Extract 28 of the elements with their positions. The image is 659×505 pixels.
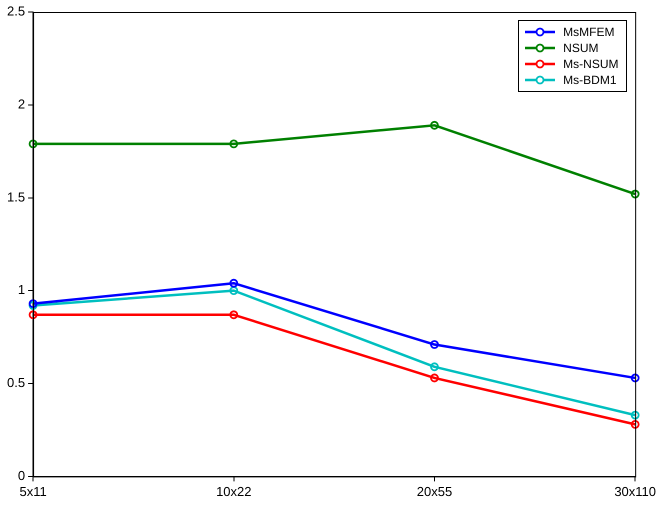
y-tick-label: 2 [18,96,26,112]
point [229,278,238,288]
point [430,374,439,382]
point [229,286,238,296]
x-tick-label: 10x22 [216,484,252,499]
point [630,420,640,429]
point [28,310,38,320]
y-tick-label: 0.5 [6,375,26,390]
point [28,139,38,148]
legend-label: NSUM [563,41,598,55]
legend-label: Ms-NSUM [563,57,618,71]
y-tick-label: 0 [18,468,26,483]
point [630,190,640,198]
point [430,362,439,372]
point [229,310,238,320]
x-tick-label: 30x110 [614,484,656,499]
point [430,120,439,130]
x-tick-label: 5x11 [19,484,47,499]
point [630,374,640,382]
y-tick-label: 1 [18,282,26,298]
x-tick-label: 20x55 [416,484,452,499]
point [229,139,238,148]
legend-label: Ms-BDM1 [563,73,616,87]
point [430,340,439,349]
legend-label: MsMFEM [563,25,614,39]
point [630,410,640,420]
y-tick-label: 1.5 [6,189,26,204]
y-tick-label: 2.5 [6,4,26,19]
